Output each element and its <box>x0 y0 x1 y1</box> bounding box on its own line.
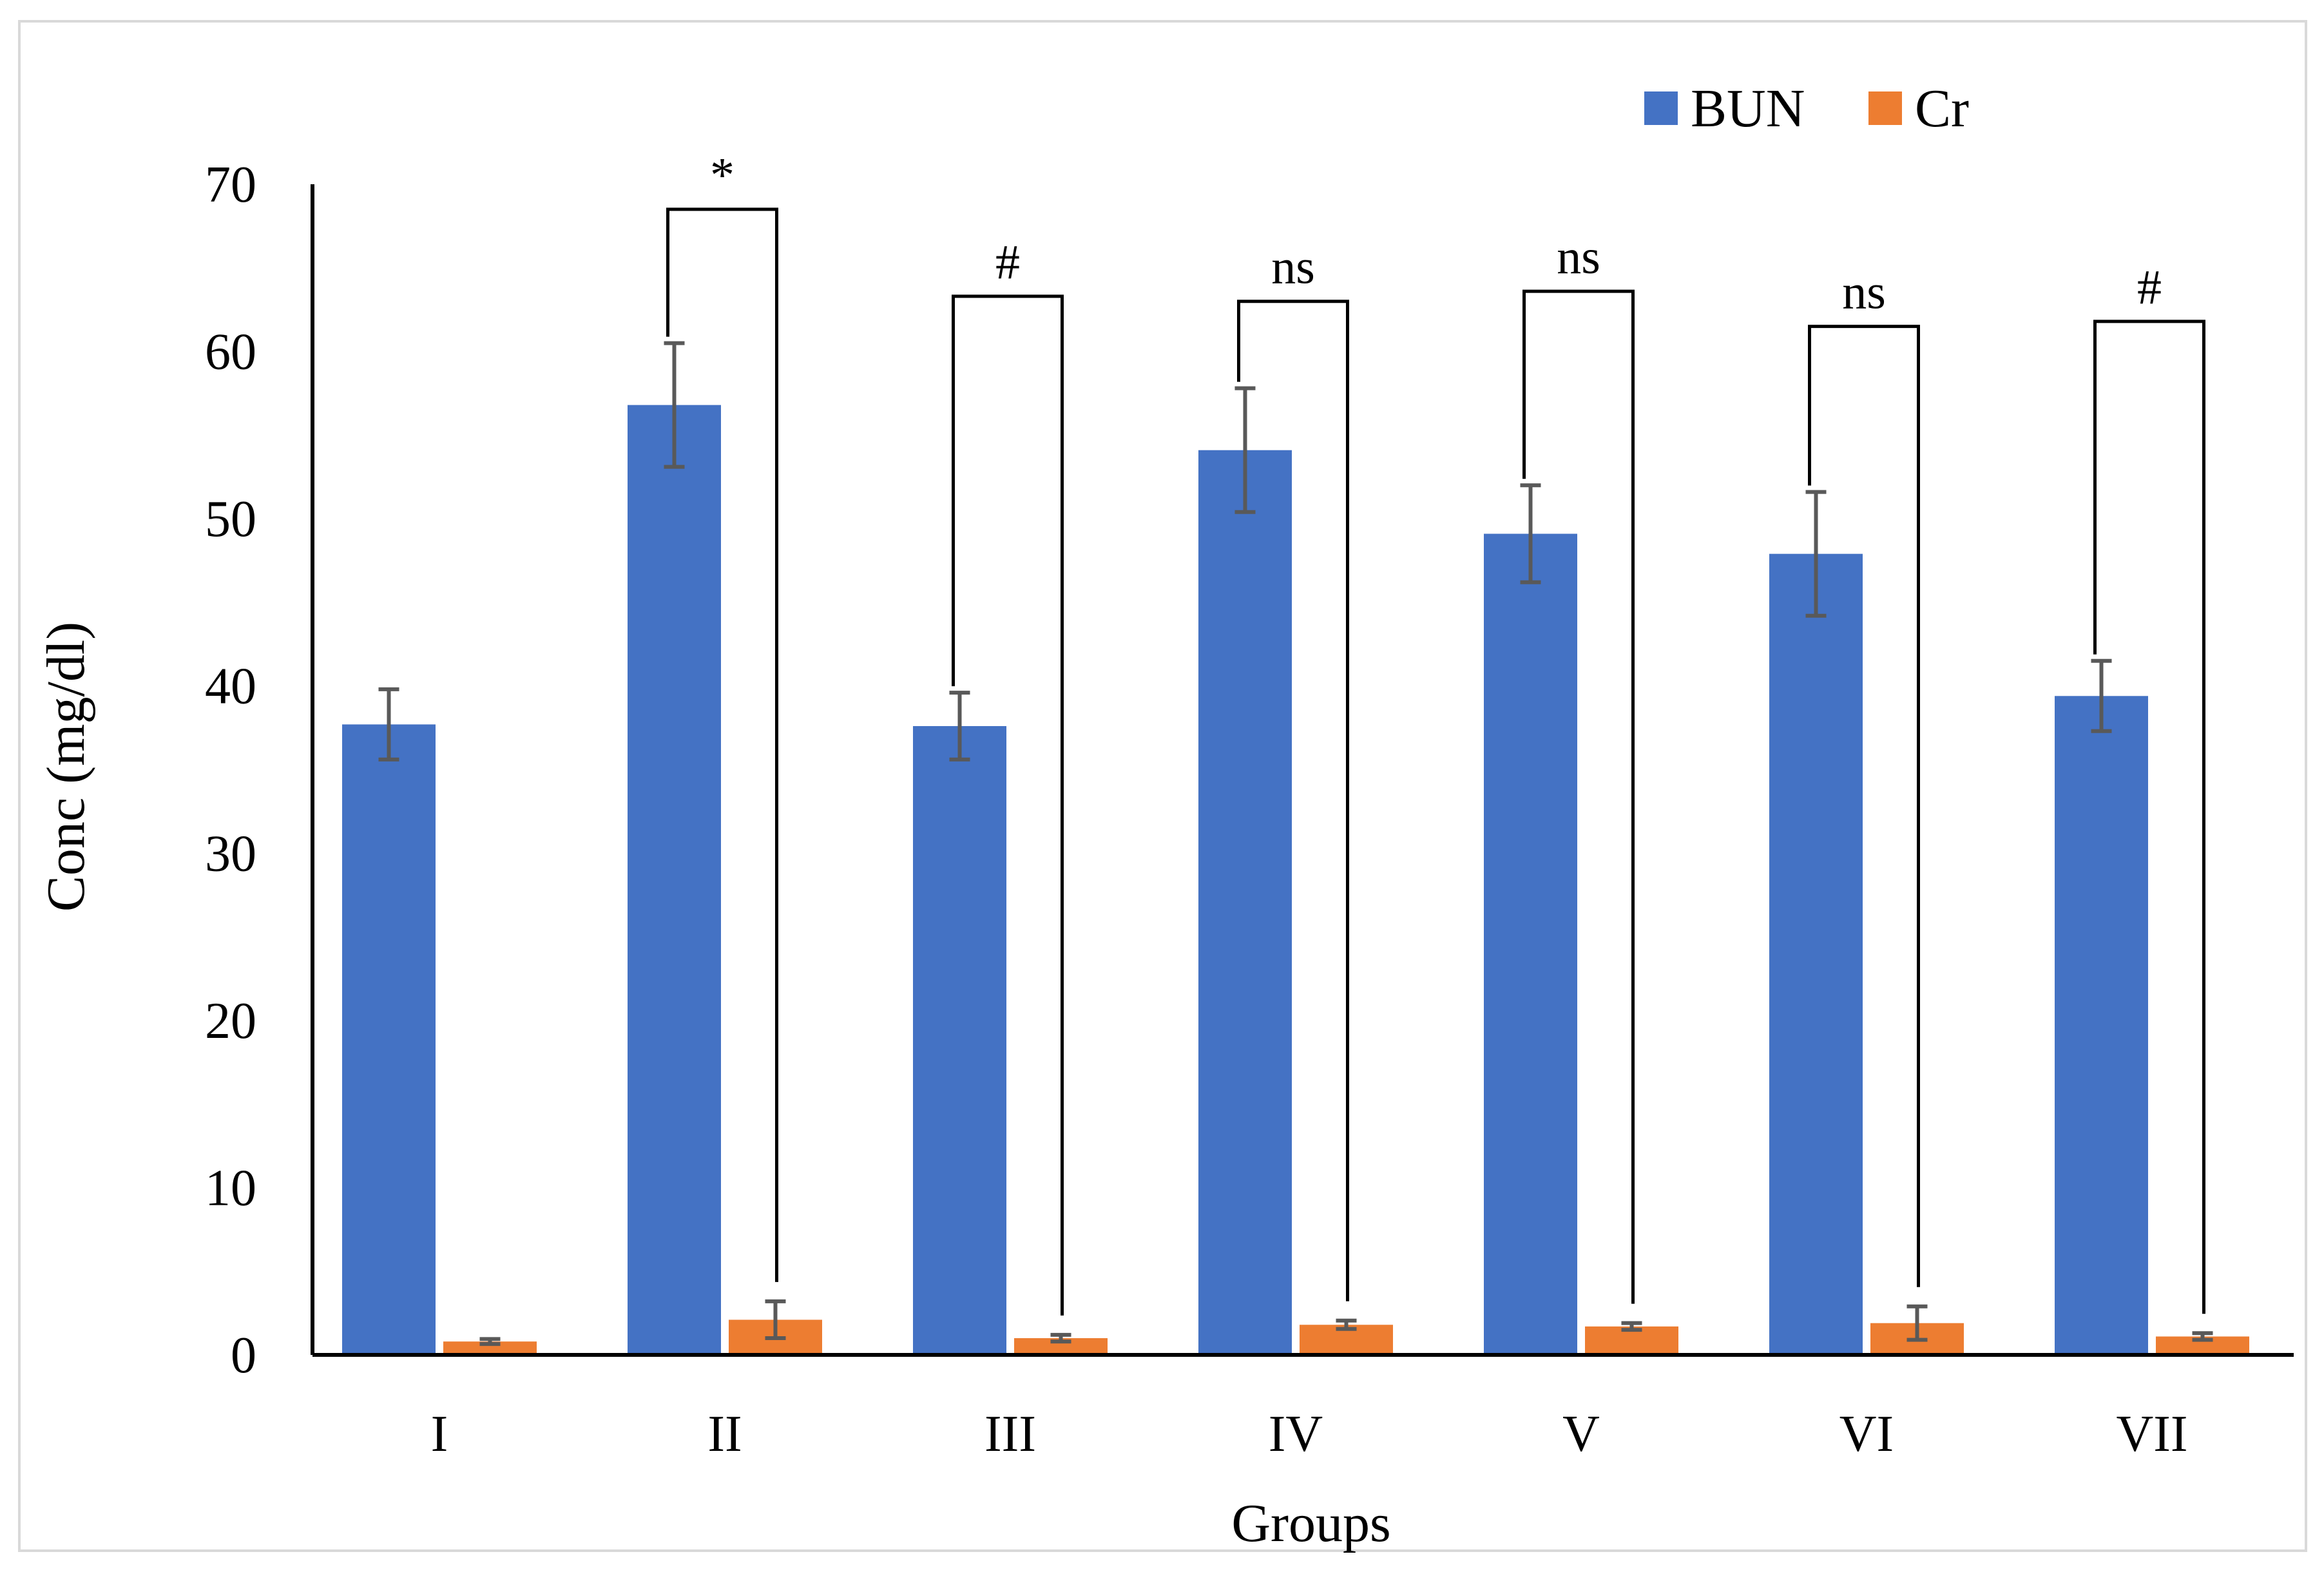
significance-label-ii: * <box>710 148 735 202</box>
y-tick-label: 20 <box>205 993 256 1050</box>
y-tick-label: 0 <box>231 1327 256 1384</box>
significance-bracket-ii <box>666 207 778 1282</box>
bar-bun-ii <box>628 405 721 1355</box>
significance-bracket-v <box>1522 289 1635 1304</box>
significance-bracket-vii <box>2093 320 2205 1314</box>
bar-bun-v <box>1484 533 1577 1355</box>
legend-swatch-bun <box>1644 91 1678 125</box>
significance-label-vii: # <box>2137 260 2162 314</box>
x-tick-label: VI <box>1839 1406 1894 1462</box>
significance-label-vi: ns <box>1842 265 1886 320</box>
significance-bracket-iii <box>952 294 1064 1316</box>
significance-bracket-vi <box>1808 325 1920 1287</box>
x-tick-label: I <box>431 1406 448 1462</box>
x-tick-label: V <box>1562 1406 1600 1462</box>
bar-bun-i <box>342 724 436 1355</box>
x-tick-label: II <box>707 1406 742 1462</box>
y-tick-label: 50 <box>205 491 256 548</box>
bar-bun-iv <box>1198 450 1292 1356</box>
legend-swatch-cr <box>1868 91 1902 125</box>
legend-label-cr: Cr <box>1915 79 1969 139</box>
significance-bracket-iv <box>1237 300 1349 1301</box>
bar-cr-i <box>443 1341 537 1355</box>
significance-label-v: ns <box>1557 230 1600 284</box>
bar-bun-vi <box>1769 553 1863 1355</box>
significance-label-iii: # <box>995 235 1020 289</box>
significance-label-iv: ns <box>1271 240 1315 294</box>
y-axis-title: Conc (mg/dl) <box>36 622 96 912</box>
x-tick-label: IV <box>1269 1406 1323 1462</box>
y-tick-label: 70 <box>205 157 256 213</box>
legend: BUN Cr <box>1644 79 1969 139</box>
y-tick-label: 30 <box>205 825 256 882</box>
x-tick-label: III <box>984 1406 1036 1462</box>
legend-label-bun: BUN <box>1691 79 1805 139</box>
y-tick-label: 10 <box>205 1160 256 1216</box>
x-tick-label: VII <box>2116 1406 2187 1462</box>
y-tick-label: 60 <box>205 324 256 381</box>
bar-bun-vii <box>2055 696 2148 1355</box>
y-tick-label: 40 <box>205 658 256 715</box>
x-axis-title: Groups <box>1231 1493 1390 1553</box>
bar-bun-iii <box>913 726 1006 1355</box>
